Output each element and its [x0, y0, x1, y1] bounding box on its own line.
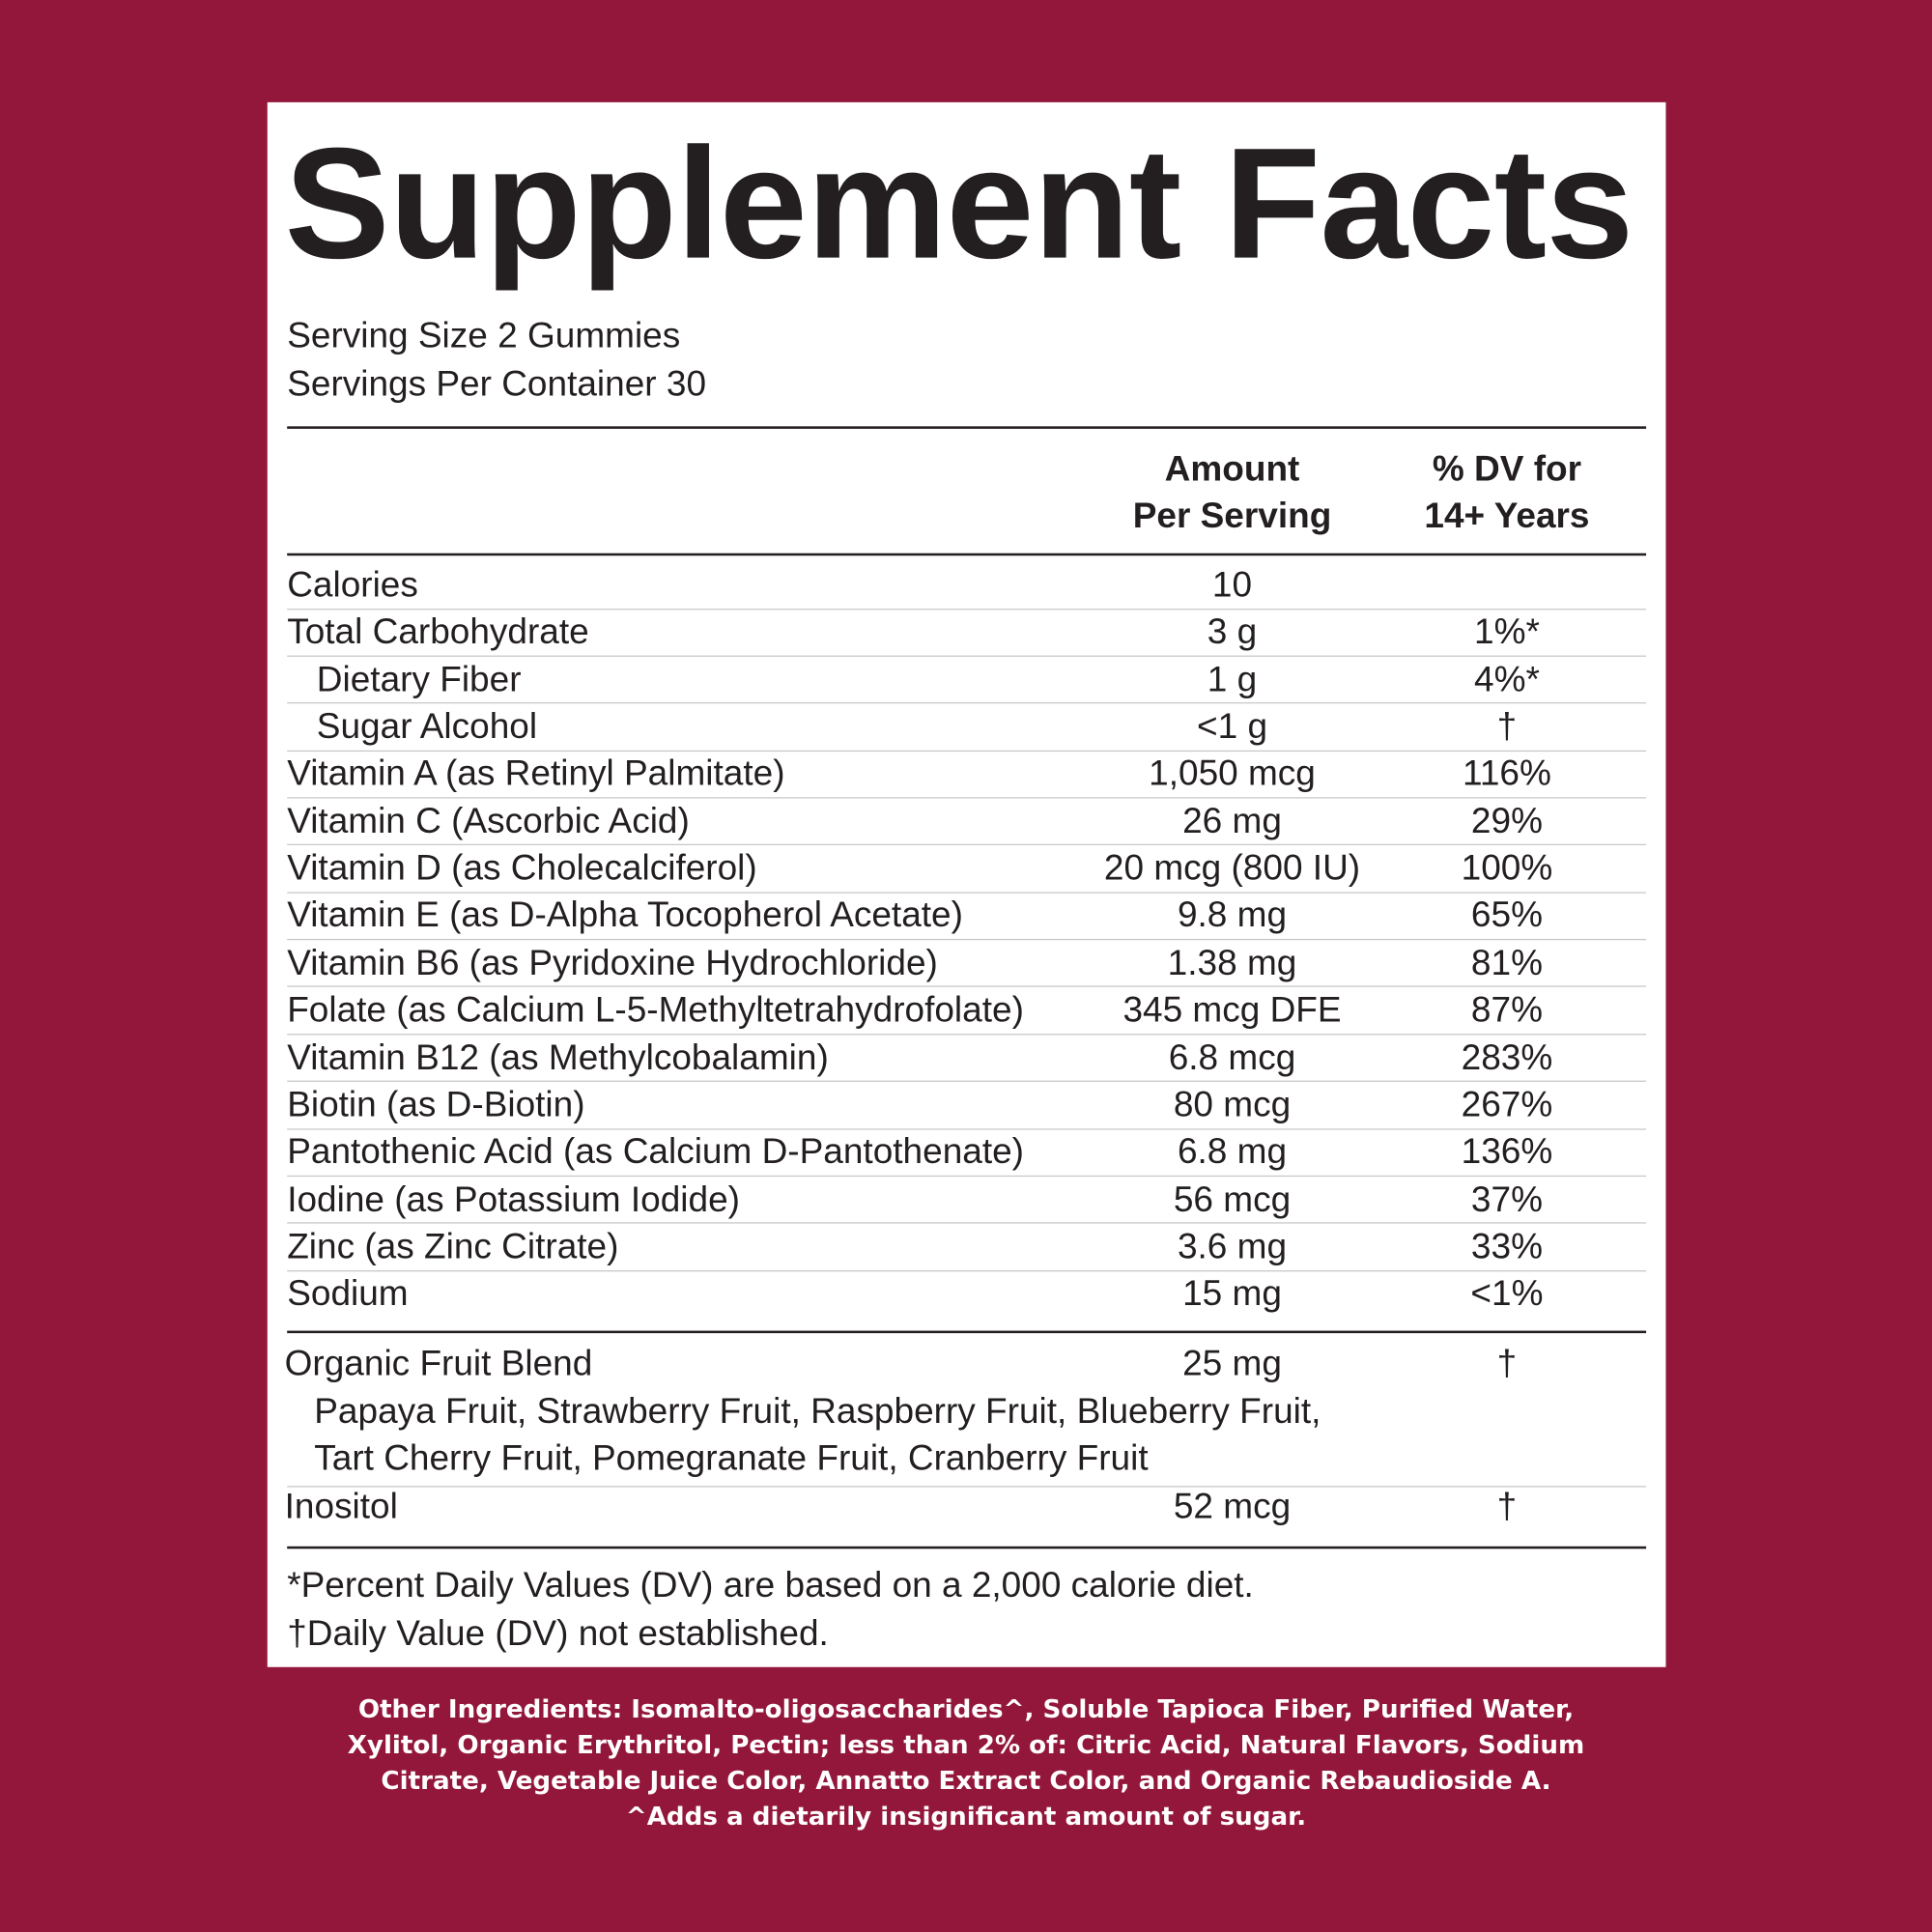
row-divider: [287, 1175, 1647, 1177]
daily-value: †: [1496, 1487, 1518, 1527]
servings-per-container: Servings Per Container 30: [287, 364, 707, 405]
facts-panel: [267, 101, 1666, 1667]
amount: 6.8 mcg: [1168, 1037, 1296, 1078]
nutrient-name: Folate (as Calcium L-5-Methyltetrahydrof…: [287, 990, 1024, 1031]
amount: 3.6 mg: [1177, 1227, 1288, 1267]
row-divider: [287, 1127, 1647, 1130]
amount: 15 mg: [1182, 1274, 1282, 1315]
row-divider: [287, 655, 1647, 657]
amount: 20 mcg (800 IU): [1103, 848, 1361, 889]
daily-value: 37%: [1470, 1179, 1543, 1220]
row-divider: [287, 844, 1647, 846]
section-rule: [287, 1330, 1647, 1334]
amount: 52 mcg: [1173, 1487, 1292, 1527]
blend-name: Organic Fruit Blend: [284, 1344, 593, 1384]
nutrient-name: Biotin (as D-Biotin): [287, 1085, 585, 1125]
daily-value: 33%: [1470, 1227, 1543, 1267]
section-rule: [287, 426, 1647, 429]
amount: 25 mg: [1182, 1344, 1282, 1384]
other-ingredients: Other Ingredients: Isomalto-oligosacchar…: [357, 1693, 1575, 1723]
section-rule: [287, 1546, 1647, 1548]
other-ingredients: Citrate, Vegetable Juice Color, Annatto …: [381, 1765, 1551, 1795]
row-divider: [287, 1269, 1647, 1271]
amount: 56 mcg: [1173, 1179, 1292, 1220]
row-divider: [287, 1080, 1647, 1083]
nutrient-name: Sugar Alcohol: [316, 707, 538, 748]
amount: 1,050 mcg: [1149, 754, 1316, 794]
row-divider: [287, 702, 1647, 704]
section-rule: [287, 553, 1647, 556]
blend-ingredients: Papaya Fruit, Strawberry Fruit, Raspberr…: [314, 1392, 1321, 1432]
daily-value: 116%: [1463, 754, 1551, 794]
nutrient-name: Vitamin B12 (as Methylcobalamin): [287, 1037, 829, 1078]
row-divider: [287, 1222, 1647, 1224]
amount: <1 g: [1196, 707, 1268, 748]
nutrient-name: Vitamin B6 (as Pyridoxine Hydrochloride): [287, 943, 938, 983]
row-divider: [287, 986, 1647, 988]
amount: 1 g: [1207, 660, 1258, 700]
nutrient-name: Vitamin D (as Cholecalciferol): [287, 848, 757, 889]
daily-value: 136%: [1461, 1132, 1553, 1173]
footnote: †Daily Value (DV) not established.: [287, 1613, 829, 1654]
footnote: *Percent Daily Values (DV) are based on …: [287, 1565, 1254, 1605]
amount: 3 g: [1207, 612, 1258, 653]
row-divider: [287, 750, 1647, 752]
blend-ingredients: Tart Cherry Fruit, Pomegranate Fruit, Cr…: [314, 1439, 1149, 1479]
daily-value: 100%: [1461, 848, 1553, 889]
row-divider: [287, 608, 1647, 610]
nutrient-name: Calories: [287, 565, 418, 606]
other-ingredients: ^Adds a dietarily insignificant amount o…: [625, 1801, 1307, 1831]
column-header: Per Serving: [1132, 497, 1332, 536]
daily-value: 29%: [1470, 802, 1543, 841]
daily-value: 87%: [1470, 990, 1543, 1031]
row-divider: [287, 939, 1647, 941]
row-divider: [287, 1033, 1647, 1036]
nutrient-name: Pantothenic Acid (as Calcium D-Pantothen…: [287, 1132, 1025, 1173]
title: Supplement Facts: [284, 115, 1634, 293]
nutrient-name: Zinc (as Zinc Citrate): [287, 1227, 619, 1267]
nutrient-name: Vitamin C (Ascorbic Acid): [287, 802, 690, 841]
daily-value: 267%: [1461, 1085, 1553, 1125]
nutrient-name: Iodine (as Potassium Iodide): [287, 1179, 740, 1220]
daily-value: †: [1496, 1344, 1518, 1384]
amount: 26 mg: [1182, 802, 1282, 841]
nutrient-name: Sodium: [287, 1274, 409, 1315]
amount: 1.38 mg: [1167, 943, 1297, 983]
amount: 345 mcg DFE: [1122, 990, 1342, 1031]
column-header: Amount: [1164, 449, 1300, 490]
serving-size: Serving Size 2 Gummies: [287, 316, 681, 356]
column-header: 14+ Years: [1424, 497, 1590, 536]
nutrient-name: Vitamin E (as D-Alpha Tocopherol Acetate…: [287, 895, 963, 936]
nutrient-name: Inositol: [284, 1487, 398, 1527]
daily-value: 65%: [1470, 895, 1543, 936]
daily-value: 283%: [1461, 1037, 1553, 1078]
amount: 10: [1211, 565, 1253, 606]
amount: 9.8 mg: [1177, 895, 1288, 936]
other-ingredients: Xylitol, Organic Erythritol, Pectin; les…: [347, 1729, 1585, 1759]
row-divider: [287, 797, 1647, 799]
daily-value: 1%*: [1474, 612, 1540, 653]
daily-value: 4%*: [1474, 660, 1540, 700]
column-header: % DV for: [1432, 449, 1582, 490]
amount: 6.8 mg: [1177, 1132, 1288, 1173]
nutrient-name: Vitamin A (as Retinyl Palmitate): [287, 754, 785, 794]
nutrient-name: Total Carbohydrate: [287, 612, 589, 653]
row-divider: [287, 1485, 1647, 1488]
daily-value: 81%: [1470, 943, 1543, 983]
nutrient-name: Dietary Fiber: [316, 660, 522, 700]
amount: 80 mcg: [1173, 1085, 1292, 1125]
daily-value: †: [1496, 707, 1518, 748]
row-divider: [287, 892, 1647, 894]
daily-value: <1%: [1470, 1274, 1544, 1315]
